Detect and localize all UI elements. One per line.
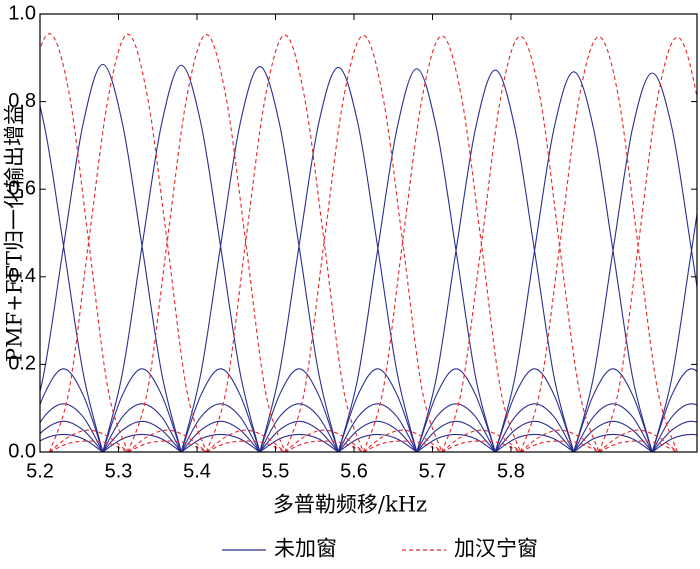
response-curve (519, 36, 678, 452)
response-curve (337, 433, 418, 452)
x-tick-label: 5.7 (419, 460, 447, 482)
response-curve (441, 35, 600, 452)
x-tick-label: 5.5 (262, 460, 290, 482)
response-curve (180, 66, 339, 452)
response-curve (598, 440, 678, 452)
response-curve (337, 420, 418, 452)
response-curve (651, 210, 697, 452)
y-tick-label: 0.8 (8, 90, 36, 112)
response-curve (416, 403, 496, 452)
response-curve (573, 72, 697, 452)
y-tick-label: 0.4 (8, 265, 36, 287)
response-curve (441, 440, 521, 452)
response-curve (416, 368, 496, 452)
response-curve (441, 429, 521, 452)
response-curve (651, 368, 697, 452)
response-curve (259, 66, 418, 452)
response-curve (416, 433, 496, 452)
response-curve (416, 69, 575, 452)
x-tick-label: 5.3 (105, 460, 133, 482)
response-curve (102, 403, 182, 452)
x-tick-label: 5.8 (497, 460, 525, 482)
response-curve (337, 68, 496, 452)
x-tick-label: 5.6 (340, 460, 368, 482)
y-axis-label: PMF+FFT归一化输出增益 (3, 104, 27, 362)
response-curve (598, 429, 678, 452)
response-curve (651, 433, 697, 452)
response-curve (49, 440, 129, 452)
response-curve (180, 403, 261, 452)
response-curve (40, 103, 104, 452)
x-tick-label: 5.4 (183, 460, 211, 482)
response-curve (494, 420, 575, 452)
response-curve (102, 433, 182, 452)
y-tick-label: 1.0 (8, 2, 36, 24)
y-tick-label: 0.2 (8, 353, 36, 375)
y-tick-label: 0.0 (8, 440, 36, 462)
response-curve (102, 420, 182, 452)
response-curve (180, 420, 261, 452)
response-curve (259, 433, 339, 452)
response-curve (205, 34, 364, 452)
response-curve (494, 71, 653, 452)
response-curve (573, 420, 653, 452)
legend-label: 加汉宁窗 (454, 537, 538, 561)
response-curve (48, 33, 207, 452)
response-curve (127, 429, 207, 452)
response-curve (180, 368, 261, 452)
response-curve (520, 429, 600, 452)
response-curve (206, 440, 286, 452)
response-curve (259, 403, 339, 452)
response-curve (363, 440, 443, 452)
response-curve (180, 433, 261, 452)
plot-area (40, 33, 697, 452)
response-curve (127, 440, 207, 452)
response-curve (284, 440, 364, 452)
response-curve (573, 368, 653, 452)
x-tick-label: 5.2 (26, 460, 54, 482)
response-curve (40, 433, 104, 452)
response-curve (102, 64, 261, 452)
response-curve (494, 403, 575, 452)
legend-label: 未加窗 (274, 537, 337, 561)
response-curve (40, 33, 129, 452)
response-curve (494, 368, 575, 452)
response-curve (651, 420, 697, 452)
response-curve (259, 368, 339, 452)
response-curve (259, 420, 339, 452)
response-curve (573, 433, 653, 452)
legend: 未加窗 加汉宁窗 (222, 537, 538, 561)
response-curve (206, 429, 286, 452)
response-curve (337, 403, 418, 452)
response-curve (337, 368, 418, 452)
response-curve (284, 429, 364, 452)
response-curve (127, 34, 286, 452)
response-curve (362, 35, 521, 452)
response-curve (40, 368, 104, 452)
response-curve (102, 368, 182, 452)
response-curve (573, 403, 653, 452)
response-curve (284, 34, 443, 452)
response-curve (40, 403, 104, 452)
y-tick-label: 0.6 (8, 177, 36, 199)
response-curve (520, 440, 600, 452)
plot-frame (39, 13, 698, 453)
response-curve (40, 63, 182, 452)
response-curve (494, 433, 575, 452)
response-curve (651, 403, 697, 452)
response-curve (40, 420, 104, 452)
response-curve (363, 429, 443, 452)
response-curve (416, 420, 496, 452)
response-curve (49, 429, 129, 452)
x-axis-label: 多普勒频移/kHz (273, 493, 427, 517)
